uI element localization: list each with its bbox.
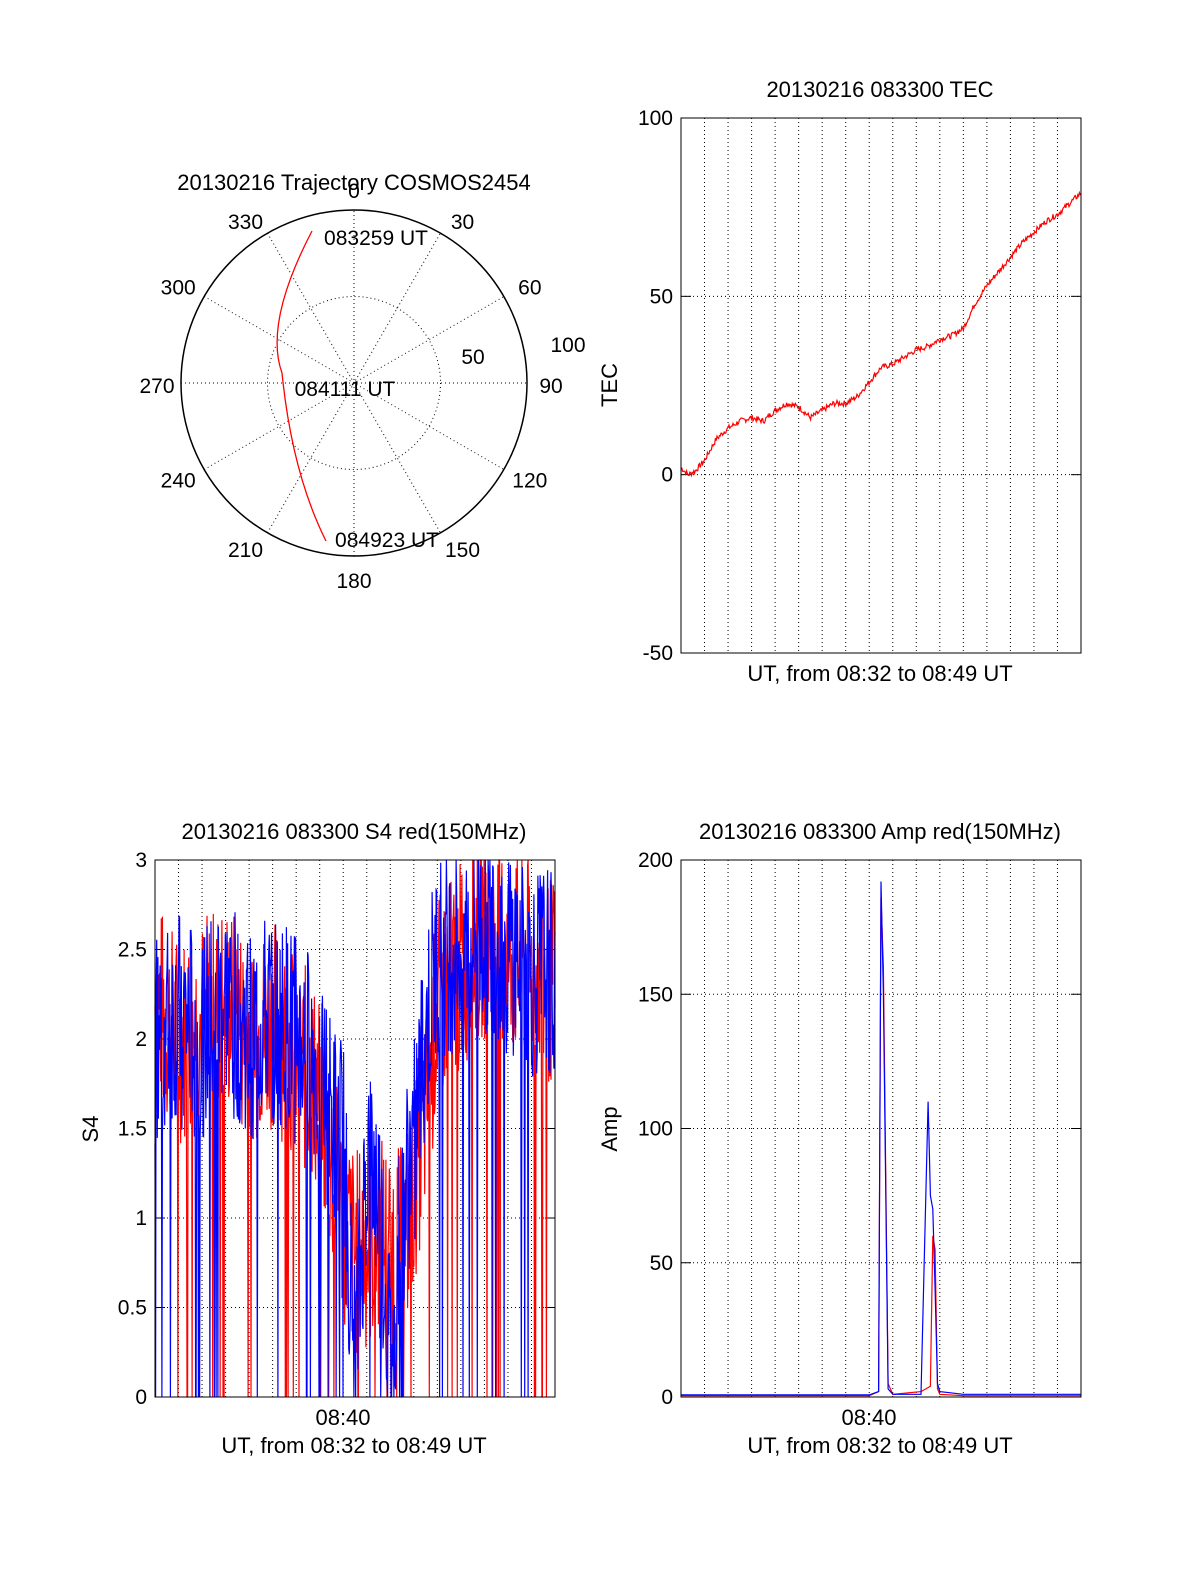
polar-grid xyxy=(180,209,528,557)
tec-ytick-label: 50 xyxy=(650,285,673,308)
s4-ytick-label: 0.5 xyxy=(118,1297,147,1320)
polar-azimuth-label: 270 xyxy=(139,375,174,398)
polar-azimuth-label: 300 xyxy=(161,277,196,300)
polar-spoke xyxy=(267,232,441,534)
polar-azimuth-label: 180 xyxy=(336,570,371,593)
polar-azimuth-labels: 0 30 60 90 120 150 180 210 240 270 300 330 xyxy=(139,180,562,593)
amp-frame xyxy=(680,859,1082,1398)
amp-ytick-label: 0 xyxy=(661,1386,673,1409)
s4-plot-area: 3 2.5 2 1.5 1 0.5 0 xyxy=(118,849,556,1409)
amp-chart: 20130216 083300 Amp red(150MHz) 08:40 UT… xyxy=(597,819,1082,1458)
tec-ytick-label: 100 xyxy=(638,107,673,130)
tec-ytick-label: 0 xyxy=(661,464,673,487)
s4-ytick-label: 3 xyxy=(135,849,147,872)
s4-title: 20130216 083300 S4 red(150MHz) xyxy=(182,819,527,844)
tec-plot-area: 100 50 0 -50 xyxy=(638,107,1082,665)
amp-xtick-label: 08:40 xyxy=(841,1405,896,1430)
tec-ytick-label: -50 xyxy=(643,642,673,665)
s4-xlabel: UT, from 08:32 to 08:49 UT xyxy=(221,1433,486,1458)
s4-series-1 xyxy=(154,859,556,1398)
amp-ytick-label: 100 xyxy=(638,1118,673,1141)
amp-ytick-label: 150 xyxy=(638,983,673,1006)
polar-azimuth-label: 90 xyxy=(539,375,562,398)
polar-radial-label-50: 50 xyxy=(461,346,484,369)
trajectory-start-label: 083259 UT xyxy=(324,227,428,250)
polar-azimuth-label: 210 xyxy=(228,539,263,562)
s4-ytick-label: 1 xyxy=(135,1207,147,1230)
polar-trajectory-chart: 20130216 Trajectory COSMOS2454 0 30 60 90 12… xyxy=(139,170,585,593)
s4-ytick-label: 2.5 xyxy=(118,939,147,962)
polar-azimuth-label: 0 xyxy=(348,180,360,203)
amp-ytick-label: 200 xyxy=(638,849,673,872)
tec-series-0 xyxy=(680,190,1082,478)
polar-azimuth-label: 240 xyxy=(161,470,196,493)
tec-title: 20130216 083300 TEC xyxy=(766,77,993,102)
amp-ytick-label: 50 xyxy=(650,1252,673,1275)
s4-frame xyxy=(154,859,556,1398)
amp-series-1 xyxy=(681,881,1081,1396)
tec-ylabel: TEC xyxy=(597,363,622,407)
amp-ylabel: Amp xyxy=(597,1106,622,1151)
polar-radial-label-100: 100 xyxy=(550,334,585,357)
s4-xtick-label: 08:40 xyxy=(315,1405,370,1430)
polar-azimuth-label: 330 xyxy=(228,211,263,234)
polar-azimuth-label: 120 xyxy=(512,470,547,493)
polar-trajectory-line xyxy=(276,230,327,542)
s4-ylabel: S4 xyxy=(78,1116,103,1143)
s4-chart: 20130216 083300 S4 red(150MHz) 08:40 UT,… xyxy=(78,819,556,1458)
polar-inner-circle xyxy=(267,296,441,470)
polar-azimuth-label: 150 xyxy=(445,539,480,562)
trajectory-end-label: 084923 UT xyxy=(335,529,439,552)
polar-title: 20130216 Trajectory COSMOS2454 xyxy=(177,170,530,195)
s4-ytick-label: 1.5 xyxy=(118,1118,147,1141)
amp-xlabel: UT, from 08:32 to 08:49 UT xyxy=(747,1433,1012,1458)
amp-title: 20130216 083300 Amp red(150MHz) xyxy=(699,819,1061,844)
polar-azimuth-label: 30 xyxy=(451,211,474,234)
tec-frame xyxy=(680,117,1082,654)
s4-ytick-label: 2 xyxy=(135,1028,147,1051)
tec-xlabel: UT, from 08:32 to 08:49 UT xyxy=(747,661,1012,686)
polar-azimuth-label: 60 xyxy=(518,277,541,300)
tec-chart: 20130216 083300 TEC UT, from 08:32 to 08… xyxy=(597,77,1082,686)
s4-ytick-label: 0 xyxy=(135,1386,147,1409)
trajectory-mid-label: 084111 UT xyxy=(295,378,396,401)
amp-plot-area: 200 150 100 50 0 xyxy=(638,849,1082,1409)
